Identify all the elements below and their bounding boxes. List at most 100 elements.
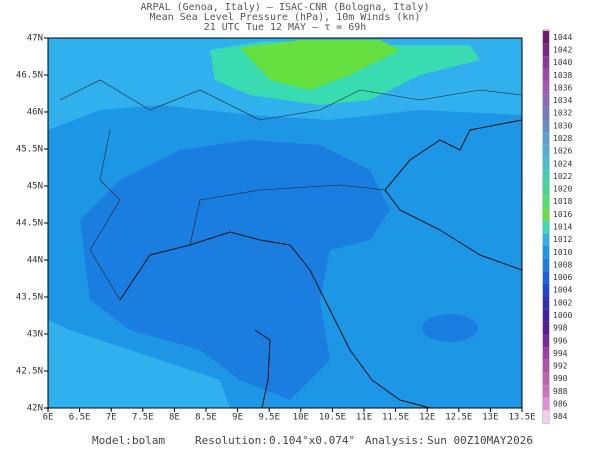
colorbar-swatch [543,397,549,411]
colorbar-label: 1028 [553,134,572,143]
colorbar-label: 994 [553,349,568,358]
colorbar-swatch [543,157,549,171]
x-tick-label: 10E [293,413,309,423]
colorbar-label: 1000 [553,311,572,320]
colorbar-swatch [543,385,549,398]
colorbar-label: 1004 [553,286,572,295]
x-tick-label: 7E [106,413,117,423]
y-tick-label: 42.5N [16,367,43,377]
coastline [119,231,431,408]
colorbar-label: 996 [553,336,568,345]
coastline [384,119,522,271]
colorbar-swatch [543,43,549,57]
colorbar-label: 1024 [553,159,572,168]
border [89,129,121,301]
colorbar-swatch [543,119,549,133]
colorbar-swatch [543,347,549,360]
colorbar-swatch [543,296,549,310]
colorbar-swatch [543,321,549,335]
colorbar-swatch [543,233,549,246]
colorbar-swatch [543,372,549,386]
pressure-field [422,314,478,342]
x-tick-label: 9E [232,413,243,423]
footer-label: Model: [92,434,132,447]
colorbar-label: 1032 [553,109,572,118]
x-tick-label: 9.5E [258,413,280,423]
footer-label: Analysis: [365,434,425,447]
colorbar-label: 1010 [553,248,572,257]
y-tick-label: 45.5N [16,145,43,155]
colorbar-label: 1038 [553,71,572,80]
x-tick-label: 6E [43,413,54,423]
colorbar-label: 990 [553,374,568,383]
colorbar-swatch [543,182,549,196]
colorbar-swatch [543,283,549,297]
colorbar-swatch [543,106,549,120]
colorbar-swatch [543,309,549,322]
y-tick-label: 43N [27,330,43,340]
colorbar-swatch [543,68,549,82]
colorbar-swatch [543,81,549,95]
colorbar-label: 986 [553,400,568,409]
colorbar-label: 1036 [553,83,572,92]
colorbar-label: 988 [553,387,568,396]
colorbar-swatch [543,144,549,158]
colorbar-label: 1044 [553,33,572,42]
y-tick-label: 44N [27,256,43,266]
colorbar-swatch [543,94,549,107]
colorbar-label: 1042 [553,45,572,54]
colorbar-swatch [543,410,549,423]
x-tick-label: 11E [356,413,372,423]
colorbar-swatch [543,132,549,145]
colorbar-swatch [543,31,549,44]
colorbar-label: 1030 [553,121,572,130]
y-tick-label: 46N [27,108,43,118]
colorbar-label: 1040 [553,58,572,67]
y-tick-label: 45N [27,182,43,192]
footer-value: 0.104°x0.074° [269,434,355,447]
colorbar-label: 992 [553,362,568,371]
colorbar-label: 1020 [553,185,572,194]
colorbar-label: 1012 [553,235,572,244]
y-tick-label: 47N [27,34,43,44]
x-tick-label: 8E [169,413,180,423]
colorbar-swatch [543,195,549,209]
colorbar-swatch [543,56,549,69]
colorbar-label: 1002 [553,298,572,307]
colorbar-swatch [543,359,549,373]
x-tick-label: 7.5E [132,413,154,423]
header-line: 21 UTC Tue 12 MAY – τ = 69h [204,22,367,33]
header-line: ARPAL (Genoa, Italy) – ISAC-CNR (Bologna… [141,2,430,13]
y-tick-label: 42N [27,404,43,414]
colorbar-label: 1006 [553,273,572,282]
colorbar-label: 1014 [553,223,572,232]
x-tick-label: 12.5E [445,413,472,423]
y-tick-label: 43.5N [16,293,43,303]
colorbar-label: 998 [553,324,568,333]
colorbar-swatch [543,334,549,348]
colorbar-swatch [543,258,549,272]
y-tick-label: 46.5N [16,71,43,81]
colorbar-label: 984 [553,412,568,421]
pressure-field [80,140,390,400]
colorbar-swatch [543,220,549,234]
footer-value: bolam [132,434,165,447]
colorbar-swatch [543,245,549,259]
colorbar-label: 1034 [553,96,572,105]
colorbar-label: 1008 [553,260,572,269]
x-tick-label: 12E [419,413,435,423]
x-tick-label: 11.5E [382,413,409,423]
map [47,37,523,409]
pressure-field [240,40,400,90]
colorbar-label: 1022 [553,172,572,181]
x-tick-label: 8.5E [195,413,217,423]
x-tick-label: 10.5E [319,413,346,423]
x-tick-label: 13.5E [508,413,535,423]
x-tick-label: 13E [482,413,498,423]
header-line: Mean Sea Level Pressure (hPa), 10m Winds… [150,12,421,23]
border [59,79,522,121]
colorbar-label: 1016 [553,210,572,219]
coastline [254,329,271,408]
colorbar-swatch [543,208,549,221]
